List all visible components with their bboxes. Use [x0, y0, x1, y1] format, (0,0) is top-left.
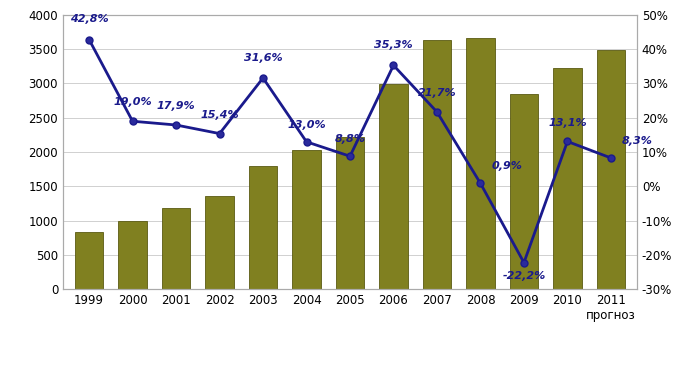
Text: 8,3%: 8,3% [622, 136, 652, 146]
Bar [553, 68, 582, 289]
Text: 8,8%: 8,8% [335, 134, 365, 144]
Bar [293, 150, 321, 289]
Bar [249, 166, 277, 289]
Bar [510, 94, 538, 289]
Bar [466, 38, 495, 289]
Text: -22,2%: -22,2% [503, 272, 545, 282]
Bar [75, 232, 103, 289]
Text: 13,1%: 13,1% [548, 118, 587, 128]
Text: 42,8%: 42,8% [70, 14, 108, 24]
Bar [336, 137, 364, 289]
Text: 31,6%: 31,6% [244, 53, 282, 63]
Bar [205, 196, 234, 289]
Bar [423, 40, 451, 289]
Text: 15,4%: 15,4% [200, 110, 239, 120]
Bar [379, 84, 407, 289]
Bar [162, 209, 190, 289]
Text: 0,9%: 0,9% [491, 161, 522, 171]
Text: 13,0%: 13,0% [287, 120, 326, 130]
Text: 19,0%: 19,0% [113, 98, 152, 108]
Text: 21,7%: 21,7% [418, 88, 456, 98]
Bar [597, 50, 625, 289]
Text: 35,3%: 35,3% [374, 40, 413, 50]
Bar [118, 221, 147, 289]
Text: 17,9%: 17,9% [157, 101, 195, 111]
